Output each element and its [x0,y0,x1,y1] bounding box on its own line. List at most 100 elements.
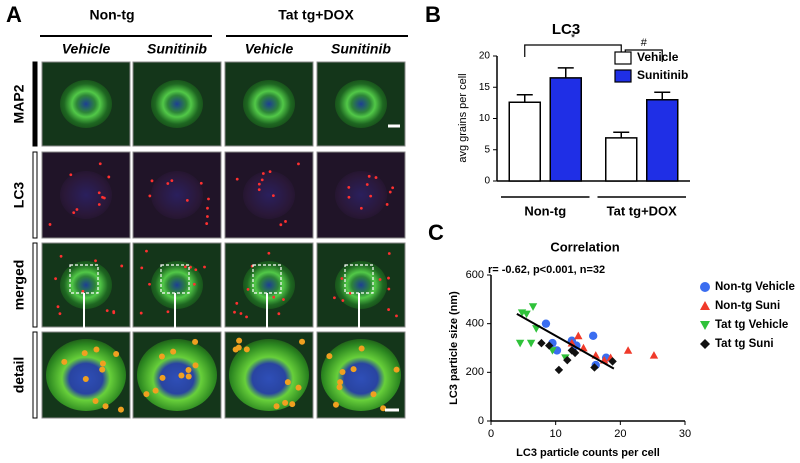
puncta [261,172,265,175]
puncta [189,265,192,269]
puncta [170,348,177,355]
puncta [272,295,276,299]
puncta [391,186,395,190]
cell-body [151,80,203,128]
puncta [139,311,143,315]
panel-label: B [425,2,441,27]
puncta [170,179,174,183]
scatter-point [528,303,538,311]
puncta [194,268,198,272]
puncta [337,379,344,386]
puncta [140,266,144,270]
puncta [192,282,196,286]
cell-body [243,261,295,309]
puncta [93,346,100,353]
puncta [279,223,283,227]
puncta [299,338,306,345]
puncta [75,208,79,211]
puncta [341,299,345,302]
row-bar [32,242,38,328]
scatter-point [522,310,531,319]
puncta [260,178,264,182]
puncta [99,360,106,367]
legend-marker [700,301,710,310]
cell-body [335,171,387,219]
puncta [150,179,154,183]
cell-body [321,339,401,411]
y-tick-label: 600 [466,269,484,281]
fit-line [516,313,615,370]
row-bar [32,61,38,147]
puncta [235,301,239,305]
panel-a: Vehicle Sunitinib Vehicle Sunitinib MAP2 LC3 m… [11,41,406,419]
puncta [113,350,120,357]
puncta [59,254,63,258]
puncta [347,195,351,199]
legend-label: Non-tg Suni [715,300,780,312]
puncta [284,220,287,223]
cell-body [151,171,203,219]
puncta [158,353,165,360]
puncta [387,276,390,280]
puncta [257,188,261,192]
chart-title: LC3 [552,21,580,38]
puncta [370,391,377,398]
annotation: r= -0.62, p<0.001, n=32 [488,264,605,276]
scatter-point [590,363,599,372]
puncta [271,194,275,198]
puncta [239,312,243,315]
puncta [81,350,88,357]
row-label: detail [11,357,27,394]
puncta [385,203,389,206]
y-tick-label: 400 [466,318,484,330]
puncta [185,367,192,374]
puncta [235,344,242,351]
puncta [81,289,85,293]
puncta [206,206,209,210]
puncta [166,182,170,185]
puncta [387,287,391,291]
puncta [94,259,97,263]
scatter-point [623,346,633,354]
puncta [107,175,111,179]
bar [549,77,582,182]
puncta [336,384,343,391]
legend-marker [700,339,710,349]
puncta [297,162,300,166]
row-label: LC3 [11,182,27,209]
puncta [340,277,344,280]
puncta [282,399,289,406]
panel-c: C Correlation r= -0.62, p<0.001, n=32 LC3 p… [428,220,795,459]
puncta [277,312,281,316]
significance-mark: # [641,37,648,49]
puncta [339,368,346,375]
puncta [178,372,185,379]
legend-marker [700,282,710,292]
bar [646,99,679,182]
cell-body [137,339,217,411]
scatter-point [545,341,554,350]
y-tick-label: 200 [466,366,484,378]
puncta [192,362,199,369]
puncta [99,366,106,373]
puncta [367,174,371,178]
puncta [69,173,73,177]
puncta [245,315,248,319]
puncta [395,314,398,318]
scatter-point [588,331,598,341]
puncta [97,203,101,206]
x-axis-label: LC3 particle counts per cell [516,447,660,459]
puncta [145,249,148,253]
x-tick-label: 20 [614,428,626,440]
puncta [92,398,99,405]
puncta [112,311,116,315]
row-bar [32,151,38,239]
significance-mark: * [571,32,576,44]
puncta [246,287,250,291]
group-header: Tat tg+DOX [278,7,354,23]
scatter-point [537,338,546,348]
legend-marker [700,321,710,330]
puncta [233,310,236,314]
puncta [206,215,209,218]
